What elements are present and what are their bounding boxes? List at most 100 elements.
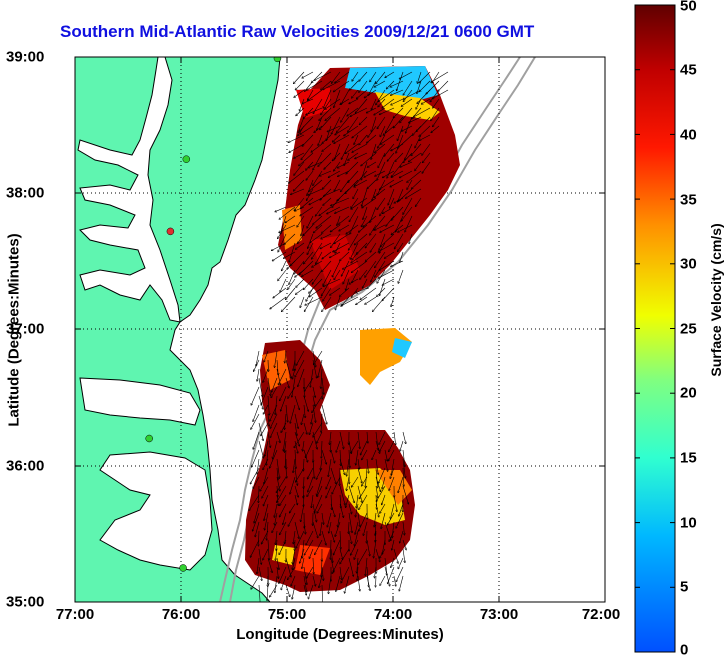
velocity-vector xyxy=(307,242,314,254)
velocity-vector xyxy=(253,404,260,421)
velocity-vector xyxy=(263,404,269,414)
velocity-vector xyxy=(351,251,368,263)
velocity-vector xyxy=(355,521,359,534)
velocity-vector xyxy=(318,359,323,377)
velocity-vector xyxy=(294,431,299,446)
velocity-vector xyxy=(348,503,352,514)
velocity-vector xyxy=(409,116,422,123)
velocity-vector xyxy=(402,458,405,478)
velocity-vector xyxy=(276,476,280,491)
velocity-vector xyxy=(419,134,431,141)
velocity-vector xyxy=(334,233,350,244)
velocity-vector xyxy=(253,512,260,531)
velocity-vector xyxy=(359,224,368,232)
velocity-vector xyxy=(307,179,314,196)
velocity-vector xyxy=(350,242,359,259)
velocity-vector xyxy=(328,575,332,594)
velocity-vector xyxy=(278,269,287,281)
velocity-vector xyxy=(355,98,368,113)
velocity-vector xyxy=(334,269,341,280)
velocity-vector xyxy=(278,368,287,385)
velocity-vector xyxy=(381,134,395,144)
velocity-vector xyxy=(422,143,431,155)
velocity-vector xyxy=(339,215,350,224)
velocity-vector xyxy=(312,359,317,378)
velocity-vector xyxy=(258,440,264,458)
velocity-vector xyxy=(350,80,359,90)
velocity-vector xyxy=(263,458,269,470)
velocity-vector xyxy=(340,98,350,104)
y-tick-label: 36:00 xyxy=(6,457,45,475)
velocity-vector xyxy=(357,566,358,580)
velocity-vector xyxy=(312,521,318,538)
velocity-vector xyxy=(348,512,352,533)
velocity-vector xyxy=(290,503,296,513)
velocity-vector xyxy=(322,143,332,151)
velocity-vector xyxy=(370,206,377,222)
velocity-vector xyxy=(307,485,314,496)
velocity-vector xyxy=(364,170,377,177)
velocity-vector xyxy=(264,467,269,484)
velocity-vector xyxy=(295,269,305,277)
velocity-vector xyxy=(341,260,350,276)
velocity-vector xyxy=(321,278,332,296)
velocity-vector xyxy=(357,458,359,469)
axis-ticks xyxy=(75,57,605,602)
velocity-vector xyxy=(304,251,314,264)
velocity-vector xyxy=(385,71,395,78)
velocity-vector xyxy=(294,152,305,158)
velocity-vector xyxy=(409,233,413,244)
velocity-vector xyxy=(294,521,299,539)
velocity-vector xyxy=(311,413,314,424)
velocity-vector xyxy=(387,161,395,178)
velocity-vector xyxy=(389,476,395,490)
velocity-vector xyxy=(254,503,260,523)
velocity-vector xyxy=(402,485,408,504)
velocity-vector xyxy=(300,206,314,216)
velocity-vector xyxy=(293,458,296,473)
velocity-vector xyxy=(268,359,269,371)
velocity-vector xyxy=(276,557,279,570)
station-3-marker xyxy=(166,227,175,236)
velocity-vector xyxy=(372,188,377,201)
velocity-vector xyxy=(297,215,305,227)
velocity-vector xyxy=(282,260,287,271)
velocity-vector xyxy=(335,296,341,310)
velocity-vector xyxy=(384,557,387,575)
velocity-vector xyxy=(419,125,431,136)
velocity-vector xyxy=(338,512,341,527)
velocity-vector xyxy=(393,575,396,586)
velocity-vector xyxy=(400,251,404,262)
velocity-vector xyxy=(371,269,377,282)
velocity-vector xyxy=(334,80,350,92)
velocity-vector xyxy=(431,107,440,121)
velocity-vector xyxy=(330,539,331,559)
velocity-vector xyxy=(375,458,378,474)
velocity-vector xyxy=(270,449,278,468)
map-title: Southern Mid-Atlantic Raw Velocities 200… xyxy=(60,22,535,41)
x-axis-label: Longitude (Degrees:Minutes) xyxy=(236,626,444,643)
velocity-vector xyxy=(257,557,260,574)
velocity-vector xyxy=(331,116,341,134)
velocity-vector xyxy=(360,269,368,279)
velocity-vector xyxy=(321,512,324,524)
velocity-vector xyxy=(295,539,296,550)
velocity-vector xyxy=(321,584,323,602)
velocity-vector xyxy=(390,197,395,208)
velocity-vector xyxy=(395,152,404,161)
velocity-vector xyxy=(376,575,377,587)
velocity-vector xyxy=(319,206,332,216)
velocity-vector xyxy=(288,386,296,398)
velocity-vector xyxy=(294,89,305,97)
velocity-vector xyxy=(431,125,440,133)
velocity-vector xyxy=(289,242,296,262)
velocity-vector xyxy=(313,422,323,437)
velocity-vector xyxy=(311,494,314,508)
velocity-vector xyxy=(400,170,413,178)
velocity-vector xyxy=(312,269,323,284)
colorbar-tick-label: 40 xyxy=(680,126,697,144)
velocity-vector xyxy=(359,116,368,125)
velocity-vector xyxy=(290,404,296,423)
velocity-vector xyxy=(298,368,305,387)
velocity-vector xyxy=(322,224,332,233)
